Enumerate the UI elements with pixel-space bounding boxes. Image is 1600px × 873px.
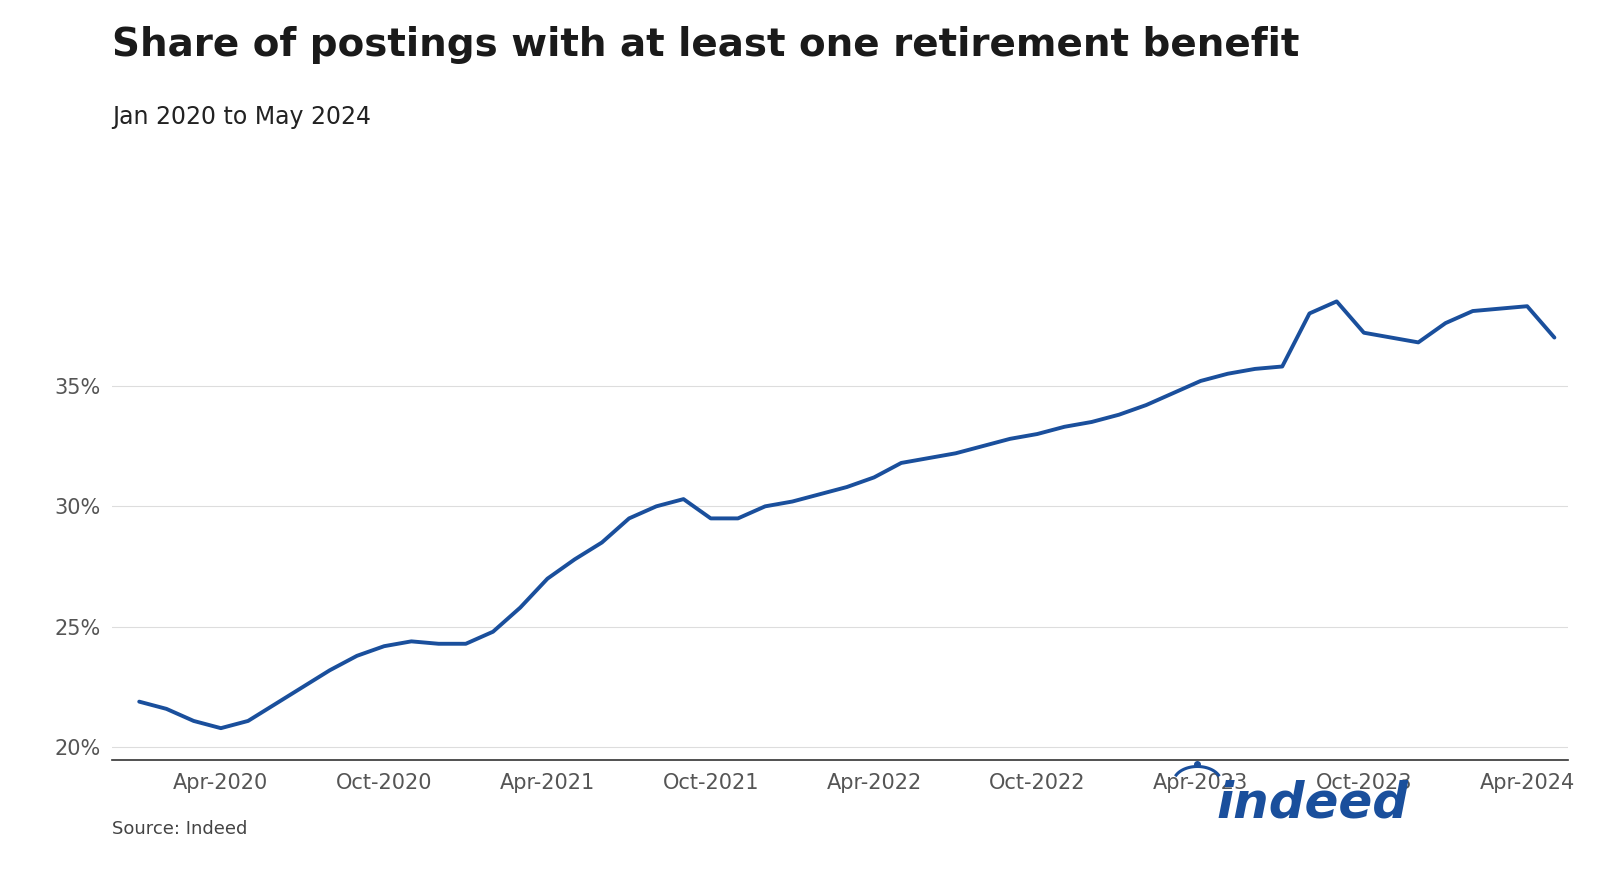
Text: Jan 2020 to May 2024: Jan 2020 to May 2024 xyxy=(112,105,371,128)
Text: Source: Indeed: Source: Indeed xyxy=(112,820,248,838)
Text: Share of postings with at least one retirement benefit: Share of postings with at least one reti… xyxy=(112,26,1299,65)
Text: indeed: indeed xyxy=(1216,780,1408,828)
